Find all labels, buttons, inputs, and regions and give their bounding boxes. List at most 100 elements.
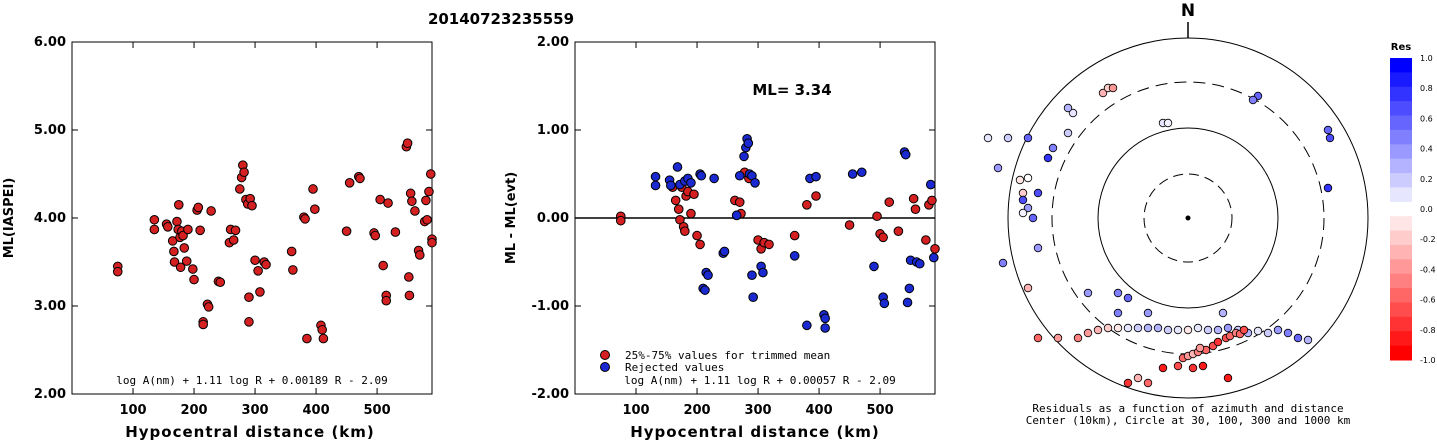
residual-point xyxy=(1023,173,1033,183)
data-point xyxy=(308,184,318,194)
residual-point xyxy=(1253,326,1263,336)
y-tick-label: 6.00 xyxy=(34,35,66,50)
data-point xyxy=(925,179,936,190)
residual-point xyxy=(1213,337,1223,347)
data-point xyxy=(149,224,160,235)
data-point xyxy=(615,215,626,226)
legend-label-trimmed: 25%-75% values for trimmed mean xyxy=(625,349,830,362)
data-point xyxy=(244,317,254,327)
residual-point xyxy=(1068,108,1078,118)
colorbar-tick-label: -1.0 xyxy=(1420,356,1436,365)
data-point xyxy=(902,297,913,308)
residual-point xyxy=(1103,323,1113,333)
data-point xyxy=(764,239,774,250)
formula: log A(nm) + 1.11 log R + 0.00189 R - 2.0… xyxy=(116,374,388,387)
data-point xyxy=(844,220,855,230)
points xyxy=(615,134,940,333)
data-point xyxy=(414,250,425,260)
data-point xyxy=(650,180,661,191)
ml-annotation: ML= 3.34 xyxy=(752,81,831,99)
colorbar-swatch xyxy=(1390,58,1412,73)
residual-point xyxy=(1003,133,1013,143)
residual-point xyxy=(1163,325,1173,335)
data-point xyxy=(703,270,713,281)
residual-point xyxy=(1173,361,1183,371)
polar-residual-plot: N Residuals as a function of azimuth and… xyxy=(983,1,1369,427)
residual-point xyxy=(983,133,993,143)
data-point xyxy=(856,167,867,178)
data-point xyxy=(673,204,684,214)
caption-line-2: Center (10km), Circle at 30, 100, 300 an… xyxy=(1026,414,1351,427)
residual-point xyxy=(1198,361,1208,371)
data-point xyxy=(255,287,265,297)
data-point xyxy=(405,188,416,199)
data-point xyxy=(193,202,204,213)
y-tick-label: 2.00 xyxy=(537,35,569,50)
residual-point xyxy=(1018,208,1028,218)
data-point xyxy=(181,256,192,266)
data-point xyxy=(244,292,254,303)
data-point xyxy=(422,214,432,225)
y-tick-label: 5.00 xyxy=(34,123,66,138)
residual-point xyxy=(1073,333,1083,343)
colorbar-title: Res xyxy=(1391,42,1411,53)
residual-point xyxy=(1153,323,1163,333)
residual-point xyxy=(1123,378,1133,388)
residual-point xyxy=(1018,195,1028,205)
residual-point xyxy=(1053,333,1063,343)
residual-point xyxy=(1158,363,1168,373)
data-point xyxy=(927,195,937,206)
data-point xyxy=(802,320,812,331)
data-point xyxy=(847,169,858,179)
colorbar-tick-label: 0.0 xyxy=(1420,205,1433,214)
circle-30km xyxy=(1143,173,1233,263)
colorbar-swatch xyxy=(1390,144,1412,160)
residual-point xyxy=(1218,308,1228,318)
residual-point xyxy=(1098,88,1108,98)
data-point xyxy=(424,186,434,197)
y-tick-label: 1.00 xyxy=(537,123,569,138)
data-point xyxy=(869,261,879,272)
residual-point xyxy=(1063,128,1073,138)
y-axis-label: ML - ML(evt) xyxy=(504,172,519,264)
data-point xyxy=(695,239,705,250)
residual-point xyxy=(1223,373,1233,383)
colorbar-tick-label: 0.6 xyxy=(1420,114,1433,123)
data-point xyxy=(872,211,882,222)
data-point xyxy=(692,230,702,241)
residual-point xyxy=(1033,333,1043,343)
chart-ml-iaspei: 100 200 300 400 500 2.00 3.00 4.00 5.00 6.00 Hypo… xyxy=(2,35,437,441)
y-tick-label: 4.00 xyxy=(34,211,66,226)
residual-point xyxy=(1063,103,1073,113)
north-label: N xyxy=(1181,1,1195,21)
data-point xyxy=(195,225,205,236)
colorbar-ticks: 1.0 0.8 0.6 0.4 0.2 0.0 -0.2 -0.4 -0.6 -0.8 -1.0 xyxy=(1420,54,1436,365)
data-point xyxy=(183,224,193,235)
residual-point xyxy=(1203,325,1213,335)
data-point xyxy=(811,171,821,182)
data-point xyxy=(173,200,184,210)
residual-point xyxy=(1023,283,1033,293)
colorbar: Res 1.0 0.8 0.6 0.4 0.2 0.0 -0.2 -0.4 -0.6 -0.8 -1… xyxy=(1390,42,1436,365)
residual-point xyxy=(1143,323,1153,333)
data-point xyxy=(286,246,297,257)
residual-point xyxy=(1123,323,1133,333)
residual-point xyxy=(1143,378,1153,388)
residual-point xyxy=(1108,83,1118,93)
residual-point xyxy=(1023,133,1033,143)
residual-point xyxy=(1303,335,1313,345)
data-point xyxy=(665,180,676,191)
data-point xyxy=(375,194,385,205)
data-point xyxy=(112,266,123,277)
x-tick-label: 200 xyxy=(683,403,710,418)
data-point xyxy=(910,204,921,214)
colorbar-swatch xyxy=(1390,302,1412,318)
residual-point xyxy=(1143,308,1153,318)
colorbar-tick-label: 0.4 xyxy=(1420,145,1433,154)
data-point xyxy=(930,244,940,254)
colorbar-tick-label: -0.2 xyxy=(1420,235,1436,244)
data-point xyxy=(407,196,417,207)
data-point xyxy=(904,283,915,294)
y-tick-label: -1.00 xyxy=(532,299,569,314)
data-point xyxy=(247,200,257,211)
